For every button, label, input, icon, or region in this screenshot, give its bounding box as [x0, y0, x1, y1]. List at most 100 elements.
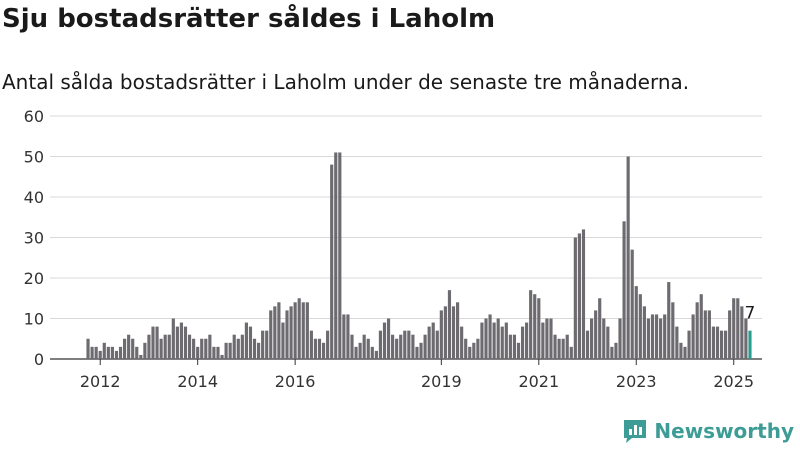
newsworthy-logo: Newsworthy: [622, 418, 794, 444]
x-tick-label: 2014: [177, 372, 218, 391]
bar: [240, 334, 244, 359]
bar: [508, 334, 512, 359]
bar: [451, 306, 456, 359]
bar: [281, 322, 285, 359]
page-title: Sju bostadsrätter såldes i Laholm: [2, 4, 496, 34]
bar: [634, 286, 638, 359]
bar: [427, 326, 431, 359]
brand-name: Newsworthy: [654, 419, 794, 443]
bar: [321, 342, 326, 359]
bar: [163, 334, 167, 359]
bar: [155, 326, 159, 359]
bar: [252, 338, 257, 359]
bar: [159, 338, 163, 359]
bar-latest: [748, 330, 752, 359]
bar: [488, 314, 492, 359]
bar: [654, 314, 659, 359]
bar: [334, 152, 338, 359]
bar: [549, 318, 553, 359]
bar: [675, 326, 679, 359]
bar: [200, 338, 204, 359]
bar: [382, 322, 387, 359]
bar: [671, 302, 675, 359]
bar: [736, 298, 740, 359]
bar: [715, 326, 720, 359]
bar: [719, 330, 724, 359]
bar: [143, 342, 147, 359]
bar: [374, 350, 378, 359]
bar: [659, 318, 663, 359]
bar: [297, 298, 301, 359]
bar: [740, 306, 744, 359]
bar: [419, 342, 423, 359]
bar: [350, 334, 354, 359]
bar: [208, 334, 212, 359]
bar: [667, 282, 671, 359]
bar: [212, 346, 216, 359]
bar: [533, 294, 537, 359]
bar: [707, 310, 711, 359]
x-tick-label: 2025: [713, 372, 754, 391]
bar: [293, 302, 297, 359]
bar: [192, 338, 196, 359]
bar: [646, 318, 651, 359]
bar: [618, 318, 622, 359]
bar: [179, 322, 184, 359]
bar: [118, 346, 123, 359]
bar: [447, 290, 452, 359]
bar: [557, 338, 561, 359]
bar: [724, 330, 728, 359]
bar: [411, 334, 415, 359]
bar: [565, 334, 569, 359]
bar: [464, 338, 468, 359]
bar: [703, 310, 707, 359]
y-tick-label: 40: [24, 188, 44, 207]
bar: [346, 314, 350, 359]
x-tick-label: 2023: [616, 372, 657, 391]
bar: [630, 249, 634, 359]
bar: [403, 330, 407, 359]
bar: [590, 318, 594, 359]
bar: [683, 346, 687, 359]
bar: [114, 350, 119, 359]
x-tick-label: 2012: [80, 372, 121, 391]
bar: [456, 302, 460, 359]
bar: [516, 342, 521, 359]
bar: [261, 330, 265, 359]
bar: [622, 221, 626, 359]
bar: [512, 334, 517, 359]
bar: [317, 338, 322, 359]
bar: [687, 330, 691, 359]
bar: [289, 306, 293, 359]
y-tick-label: 0: [34, 350, 44, 369]
bar: [391, 334, 395, 359]
annotations: 7: [745, 304, 756, 324]
y-tick-label: 20: [24, 269, 44, 288]
bar: [171, 318, 175, 359]
bar: [711, 326, 716, 359]
y-tick-label: 10: [24, 310, 44, 329]
bar: [602, 318, 606, 359]
bar: [614, 342, 618, 359]
bar: [577, 233, 581, 359]
bar: [679, 342, 683, 359]
bar: [216, 346, 220, 359]
bar: [273, 306, 277, 359]
bar: [354, 346, 358, 359]
y-tick-label: 30: [24, 229, 44, 248]
bar: [139, 354, 143, 359]
bar: [415, 346, 419, 359]
bar: [598, 298, 602, 359]
bar: [257, 342, 261, 359]
bar: [305, 302, 309, 359]
bar: [626, 156, 630, 359]
bar: [496, 318, 500, 359]
bar: [301, 302, 305, 359]
bar: [581, 229, 586, 359]
bar: [151, 326, 155, 359]
bar: [439, 310, 443, 359]
bar: [175, 326, 179, 359]
bar: [277, 302, 281, 359]
bar: [610, 346, 614, 359]
